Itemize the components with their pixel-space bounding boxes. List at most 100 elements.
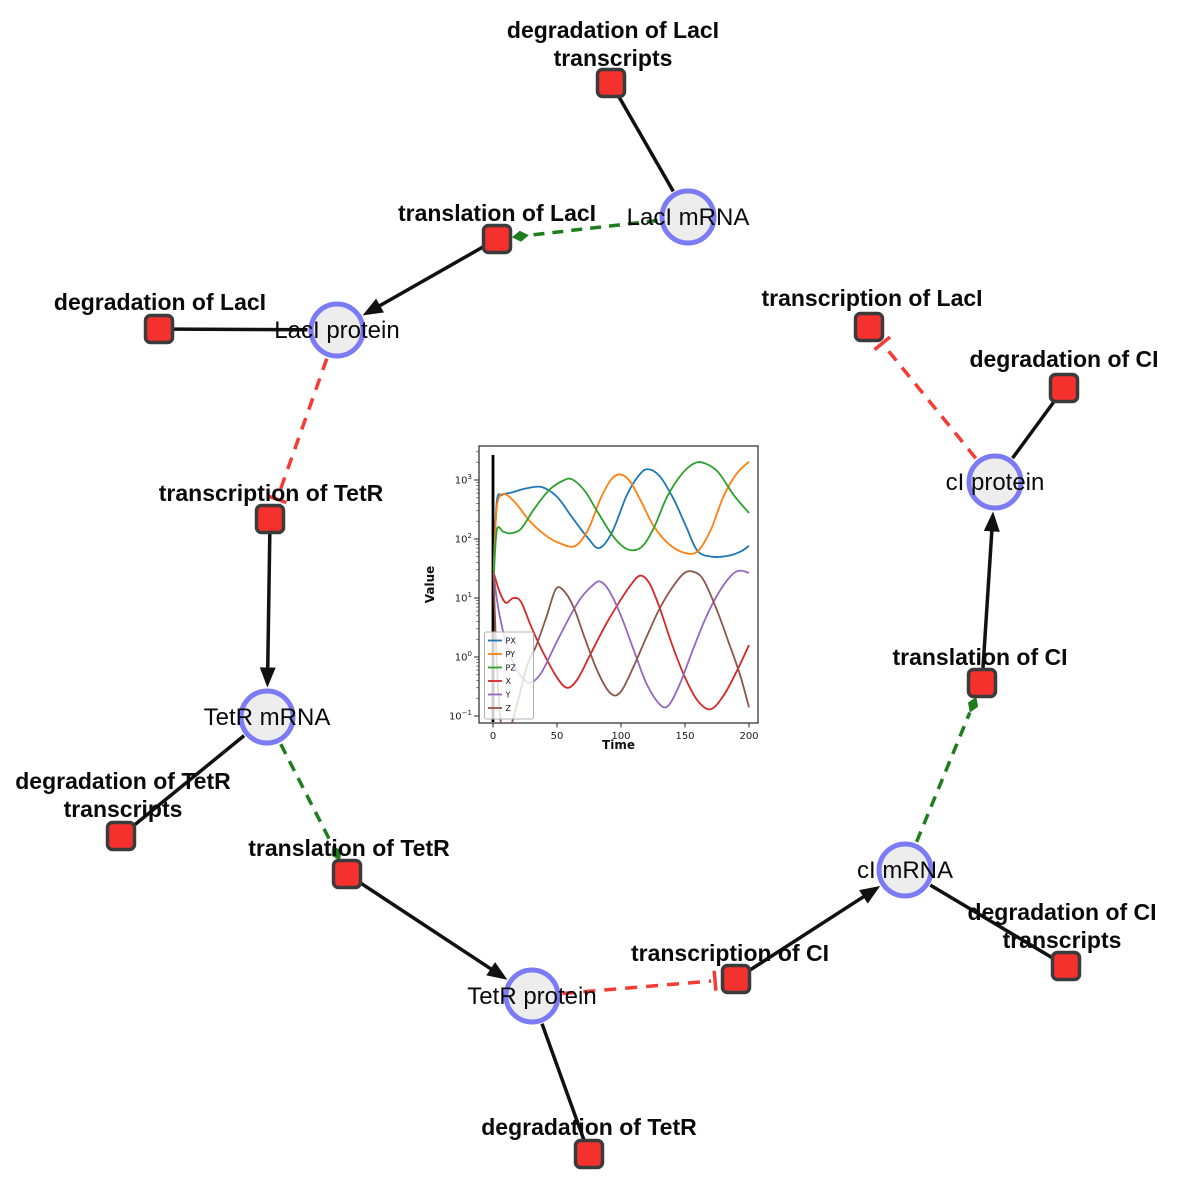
x-axis-title: Time (602, 738, 635, 752)
reaction-node-transcription-ci (720, 963, 752, 995)
inset-plot: 0 50 100 150 20010310210110010−1TimeValuePXP… (423, 445, 759, 752)
edge-tetr-protein-to-transcription-ci-tee-bar (712, 970, 718, 991)
species-node-tetr-protein (503, 967, 561, 1025)
reaction-node-deg-laci-transcripts (595, 67, 627, 99)
species-node-tetr-mrna (238, 688, 296, 746)
series-curve-PX (492, 468, 750, 570)
y-tick-base: 10 (455, 594, 468, 605)
edge-tetr-mrna-to-translation-tetr (279, 743, 335, 847)
series-curve-X (492, 572, 750, 711)
species-node-ci-mrna (876, 841, 934, 899)
edge-ci-mrna-to-translation-ci-diamond-arrowhead (968, 696, 979, 713)
edge-ci-mrna-to-deg-ci-transcripts (929, 883, 1054, 960)
reaction-node-translation-ci (966, 667, 998, 699)
x-axis-tick-label: 0 (490, 731, 496, 742)
edge-transcription-ci-to-ci-mrna-arrowhead (859, 886, 881, 904)
reaction-label-deg-ci-transcripts: degradation of CI (967, 899, 1156, 925)
edge-tetr-protein-to-deg-tetr (540, 1023, 586, 1141)
x-axis-tick-label: 50 (551, 731, 564, 742)
reaction-label-translation-ci: translation of CI (892, 644, 1067, 670)
edge-ci-protein-to-transcription-laci (883, 345, 978, 460)
y-axis-tick-label: 10−1 (449, 709, 472, 723)
edge-translation-laci-to-laci-protein (376, 244, 485, 309)
reaction-label-deg-laci-transcripts: degradation of LacI (507, 17, 719, 43)
edge-transcription-tetr-to-tetr-mrna (265, 533, 272, 671)
x-axis-tick-label: 100 (611, 731, 630, 742)
edge-laci-mrna-to-deg-laci-transcripts (616, 95, 675, 193)
y-axis-title: Value (423, 566, 437, 604)
y-tick-exponent: 2 (468, 532, 472, 540)
labels-layer: degradation of LacItranscriptstranslatio… (15, 17, 1158, 1140)
edge-laci-protein-to-transcription-tetr-tee-bar (267, 494, 287, 505)
reaction-node-deg-laci (143, 313, 175, 345)
edge-transcription-ci-to-ci-mrna (747, 893, 867, 973)
edge-laci-mrna-to-translation-laci-diamond-arrowhead (511, 230, 529, 242)
species-label-laci-mrna: LacI mRNA (627, 204, 750, 231)
edge-translation-ci-to-ci-protein-arrowhead (983, 511, 1000, 532)
legend-entry-X: X (506, 677, 512, 686)
y-tick-base: 10 (455, 653, 468, 664)
legend-entry-PZ: PZ (506, 664, 517, 673)
reaction-node-deg-tetr-transcripts (105, 820, 137, 852)
edge-translation-tetr-to-tetr-protein-arrowhead (486, 962, 508, 980)
reaction-label-translation-laci: translation of LacI (398, 200, 596, 226)
edge-tetr-protein-to-transcription-ci (562, 979, 712, 996)
species-label-ci-mrna: cI mRNA (857, 857, 953, 884)
edge-tetr-mrna-to-translation-tetr-diamond-arrowhead (331, 845, 342, 861)
plot-frame (478, 445, 759, 724)
reaction-node-transcription-laci (853, 311, 885, 343)
x-axis-tick-label: 200 (739, 731, 758, 742)
reaction-node-deg-tetr (573, 1138, 605, 1170)
reaction-label-deg-laci: degradation of LacI (54, 289, 266, 315)
reaction-label-transcription-tetr: transcription of TetR (159, 480, 384, 506)
legend-entry-PY: PY (506, 650, 516, 659)
reaction-node-translation-laci (481, 223, 513, 255)
y-axis-tick-label: 100 (455, 650, 472, 664)
edge-ci-mrna-to-translation-ci (914, 711, 972, 843)
species-node-laci-mrna (659, 188, 717, 246)
reaction-label-deg-tetr: degradation of TetR (481, 1114, 697, 1140)
reaction-label-deg-ci-transcripts: transcripts (1003, 927, 1122, 953)
legend-entry-Z: Z (506, 704, 512, 713)
edge-ci-protein-to-transcription-laci-tee-bar (873, 335, 892, 351)
reaction-node-transcription-tetr (254, 503, 286, 535)
edge-translation-tetr-to-tetr-protein (358, 880, 495, 972)
reaction-label-deg-ci: degradation of CI (969, 346, 1158, 372)
species-node-laci-protein (308, 301, 366, 359)
species-label-ci-protein: cI protein (946, 469, 1045, 496)
species-label-laci-protein: LacI protein (274, 317, 399, 344)
reaction-label-deg-laci-transcripts: transcripts (554, 45, 673, 71)
y-tick-exponent: 0 (468, 650, 472, 658)
y-tick-exponent: −1 (462, 709, 472, 717)
reaction-label-deg-tetr-transcripts: transcripts (64, 796, 183, 822)
edge-laci-protein-to-deg-laci (173, 327, 308, 332)
y-axis-tick-label: 103 (455, 473, 472, 487)
y-axis-tick-label: 102 (455, 532, 472, 546)
reaction-label-transcription-laci: transcription of LacI (761, 285, 982, 311)
edge-translation-laci-to-laci-protein-arrowhead (362, 298, 384, 316)
reaction-label-deg-tetr-transcripts: degradation of TetR (15, 768, 231, 794)
reaction-node-translation-tetr (331, 858, 363, 890)
y-tick-exponent: 1 (468, 591, 472, 599)
series-curve-PZ (492, 461, 750, 581)
edge-transcription-tetr-to-tetr-mrna-arrowhead (259, 667, 276, 688)
edge-laci-mrna-to-translation-laci (528, 218, 658, 238)
edges-layer (131, 95, 1057, 1141)
legend-entry-PX: PX (506, 637, 517, 646)
reaction-label-translation-tetr: translation of TetR (248, 835, 450, 861)
species-node-ci-protein (966, 453, 1024, 511)
edge-ci-protein-to-deg-ci (1011, 399, 1057, 460)
legend-entry-Y: Y (505, 691, 511, 700)
y-tick-base: 10 (449, 712, 462, 723)
reaction-node-deg-ci-transcripts (1050, 950, 1082, 982)
series-curve-PY (492, 460, 750, 575)
reaction-node-deg-ci (1048, 372, 1080, 404)
series-curve-Z (492, 570, 750, 723)
y-tick-base: 10 (455, 535, 468, 546)
edge-translation-ci-to-ci-protein (981, 528, 994, 669)
y-tick-exponent: 3 (468, 473, 472, 481)
nodes-layer (105, 67, 1082, 1170)
species-label-tetr-mrna: TetR mRNA (204, 704, 331, 731)
